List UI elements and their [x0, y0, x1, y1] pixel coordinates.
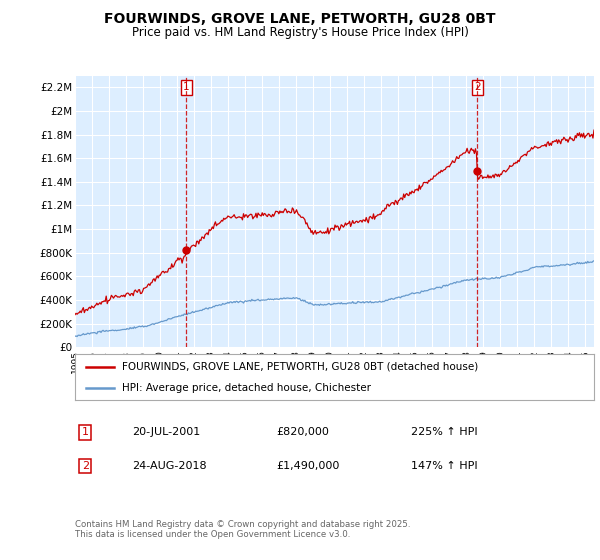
Text: Price paid vs. HM Land Registry's House Price Index (HPI): Price paid vs. HM Land Registry's House …	[131, 26, 469, 39]
Text: FOURWINDS, GROVE LANE, PETWORTH, GU28 0BT: FOURWINDS, GROVE LANE, PETWORTH, GU28 0B…	[104, 12, 496, 26]
Text: FOURWINDS, GROVE LANE, PETWORTH, GU28 0BT (detached house): FOURWINDS, GROVE LANE, PETWORTH, GU28 0B…	[122, 362, 478, 372]
Text: 2: 2	[82, 461, 89, 471]
Text: HPI: Average price, detached house, Chichester: HPI: Average price, detached house, Chic…	[122, 383, 371, 393]
Text: 147% ↑ HPI: 147% ↑ HPI	[411, 461, 478, 471]
Text: 225% ↑ HPI: 225% ↑ HPI	[411, 427, 478, 437]
Text: 20-JUL-2001: 20-JUL-2001	[132, 427, 200, 437]
Text: 2: 2	[474, 82, 481, 92]
Text: £820,000: £820,000	[276, 427, 329, 437]
Text: 1: 1	[82, 427, 89, 437]
Text: £1,490,000: £1,490,000	[276, 461, 340, 471]
Text: 1: 1	[183, 82, 190, 92]
Text: Contains HM Land Registry data © Crown copyright and database right 2025.
This d: Contains HM Land Registry data © Crown c…	[75, 520, 410, 539]
Text: 24-AUG-2018: 24-AUG-2018	[132, 461, 206, 471]
